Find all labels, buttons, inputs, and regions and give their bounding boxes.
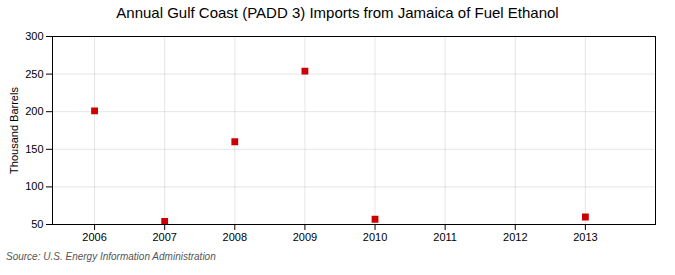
svg-text:50: 50 xyxy=(31,218,43,230)
svg-text:100: 100 xyxy=(25,180,43,192)
svg-text:2007: 2007 xyxy=(152,231,176,243)
svg-text:2008: 2008 xyxy=(223,231,247,243)
svg-text:2009: 2009 xyxy=(293,231,317,243)
svg-text:Thousand Barrels: Thousand Barrels xyxy=(8,87,20,174)
svg-text:2010: 2010 xyxy=(363,231,387,243)
html-text:Annual Gulf Coast (PADD 3) Imp: Annual Gulf Coast (PADD 3) Imports from … xyxy=(116,4,559,21)
svg-text:200: 200 xyxy=(25,105,43,117)
svg-text:2006: 2006 xyxy=(82,231,106,243)
svg-text:2011: 2011 xyxy=(433,231,457,243)
svg-text:300: 300 xyxy=(25,30,43,42)
html-text:Source: U.S. Energy Informatio: Source: U.S. Energy Information Administ… xyxy=(6,251,216,262)
svg-text:2013: 2013 xyxy=(573,231,597,243)
svg-text:250: 250 xyxy=(25,68,43,80)
svg-text:150: 150 xyxy=(25,143,43,155)
svg-text:2012: 2012 xyxy=(503,231,527,243)
